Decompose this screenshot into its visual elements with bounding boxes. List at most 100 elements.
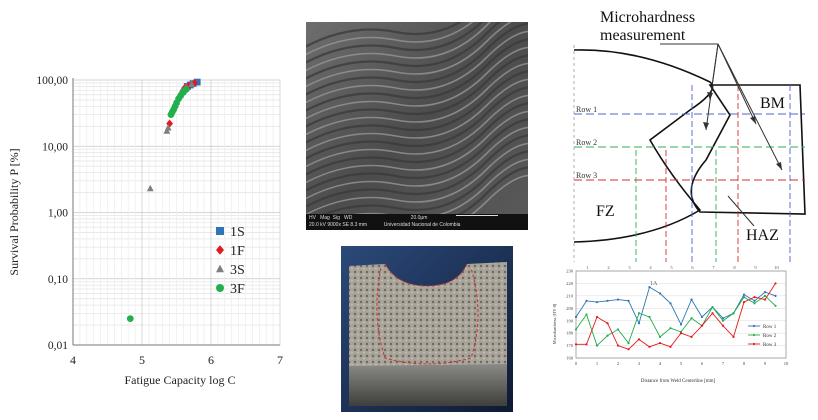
chart2-data-point: [637, 338, 641, 341]
chart2-series-line: [575, 295, 776, 347]
chart2-data-point: [637, 322, 641, 325]
chart2-legend-label: Row 2: [763, 334, 777, 339]
chart2-x-tick-label: 7: [722, 361, 725, 366]
chart2-data-point: [648, 286, 651, 289]
chart1-legend: 1S 1F 3S 3F: [216, 225, 245, 297]
chart2-data-point: [721, 324, 725, 327]
chart1-legend-marker: [216, 245, 224, 255]
chart1-x-tick-label: 7: [277, 353, 283, 367]
sem-striation: [306, 70, 528, 144]
chart2-data-point: [658, 341, 662, 345]
sem-striation: [306, 134, 528, 208]
chart1-data-point: [166, 119, 173, 128]
sem-striation: [306, 126, 528, 200]
chart2-y-tick-label: 160: [566, 356, 574, 361]
chart2-data-point: [574, 315, 578, 319]
chart2-y-tick-label: 180: [566, 331, 574, 336]
weld-macrograph: [341, 246, 513, 412]
microhardness-label-line1: Microhardness: [600, 9, 695, 26]
sem-striation: [306, 30, 528, 104]
chart2-y-tick-label: 190: [566, 318, 574, 323]
chart2-data-point: [669, 327, 672, 330]
chart2-data-point: [606, 299, 609, 302]
chart2-legend-marker: [752, 324, 756, 328]
chart1-points: [126, 78, 201, 323]
chart2-data-point: [711, 312, 714, 315]
chart1-x-tick-label: 4: [70, 353, 76, 367]
chart2-x-tick-label: 4: [659, 361, 662, 366]
chart2-y-tick-label: 200: [566, 306, 574, 311]
sem-striation: [306, 86, 528, 160]
chart2-data-point: [732, 335, 735, 338]
chart2-data-point: [763, 298, 767, 301]
survival-probability-chart: 4 5 6 7 0,01 0,10 1,00 10,00 100,00 Fatigue Cap…: [7, 75, 283, 387]
chart2-data-point: [753, 296, 756, 299]
chart1-grid: [72, 79, 281, 346]
chart2-data-point: [616, 298, 620, 301]
chart2-data-point: [742, 296, 746, 299]
chart2-data-point: [742, 300, 746, 304]
chart2-y-tick-label: 230: [566, 269, 574, 274]
chart2-y-tick-label: 210: [566, 293, 574, 298]
chart1-y-axis-label: Survival Probability P [%]: [7, 148, 21, 275]
sem-striation: [306, 54, 528, 128]
row1-label: Row 1: [576, 105, 597, 114]
chart2-data-point: [585, 343, 588, 346]
chart2-legend: Row 1 Row 2 Row 3: [748, 325, 777, 348]
chart2-data-point: [616, 328, 620, 331]
chart2-series-line: [575, 286, 776, 326]
chart2-data-point: [595, 300, 599, 304]
microhardness-label-line2: measurement: [600, 27, 686, 44]
haz-label: HAZ: [746, 227, 779, 244]
microhardness-profile-chart: 0 1 2 3 4 5 6 7 8 9 10 160 170 180 190 200 210 220 230 1 2 3 4…: [552, 265, 789, 384]
chart2-data-point: [585, 313, 588, 316]
chart2-data-point: [669, 302, 672, 305]
chart2-top-tick-label: 4: [649, 265, 652, 270]
chart2-data-point: [627, 341, 630, 345]
chart2-y-tick-label: 220: [566, 281, 574, 286]
chart1-legend-label: 1F: [230, 244, 245, 259]
chart2-data-point: [700, 315, 704, 319]
sem-striation: [306, 22, 484, 64]
chart1-x-axis-label: Fatigue Capacity log C: [125, 373, 236, 387]
sem-striation: [306, 46, 528, 120]
sem-striation: [306, 22, 474, 56]
chart2-data-point: [774, 294, 777, 297]
chart2-axes: [575, 270, 787, 359]
sem-striation: [306, 22, 513, 88]
chart2-data-point: [690, 298, 693, 301]
chart2-y-tick-label: 170: [566, 343, 574, 348]
row3-label: Row 3: [576, 171, 597, 180]
sem-footer-line1: HV Mag Sig WD 20.0µm: [309, 215, 428, 221]
sem-striation: [306, 38, 528, 112]
chart2-legend-label: Row 3: [763, 343, 777, 348]
chart2-x-tick-label: 1: [596, 361, 598, 366]
row2-label: Row 2: [576, 138, 597, 147]
chart2-data-point: [774, 282, 777, 285]
chart2-top-tick-label: 3: [628, 265, 631, 270]
chart2-data-point: [753, 302, 756, 305]
chart1-data-point: [182, 86, 190, 93]
bm-label: BM: [760, 95, 785, 112]
chart2-data-point: [700, 324, 704, 327]
chart2-data-point: [627, 348, 630, 351]
sem-texture: [306, 22, 528, 230]
chart2-data-point: [616, 344, 620, 347]
sem-striation: [306, 22, 463, 48]
sem-striation: [306, 142, 528, 216]
chart2-data-point: [637, 312, 641, 315]
sem-striation: [306, 22, 528, 96]
chart2-data-point: [606, 334, 609, 337]
chart1-data-point: [164, 124, 172, 131]
chart1-y-tick-label: 100,00: [36, 75, 68, 87]
sem-striation: [306, 102, 528, 176]
chart2-data-point: [690, 335, 693, 338]
chart2-zone-label: 1A: [650, 281, 658, 287]
chart2-data-point: [679, 323, 683, 326]
chart2-data-point: [763, 294, 767, 297]
sem-striation: [306, 22, 492, 72]
sem-striation: [306, 78, 528, 152]
chart1-y-tick-label: 1,00: [48, 208, 68, 220]
fz-label: FZ: [596, 203, 615, 220]
chart2-top-tick-label: 2: [607, 265, 609, 270]
